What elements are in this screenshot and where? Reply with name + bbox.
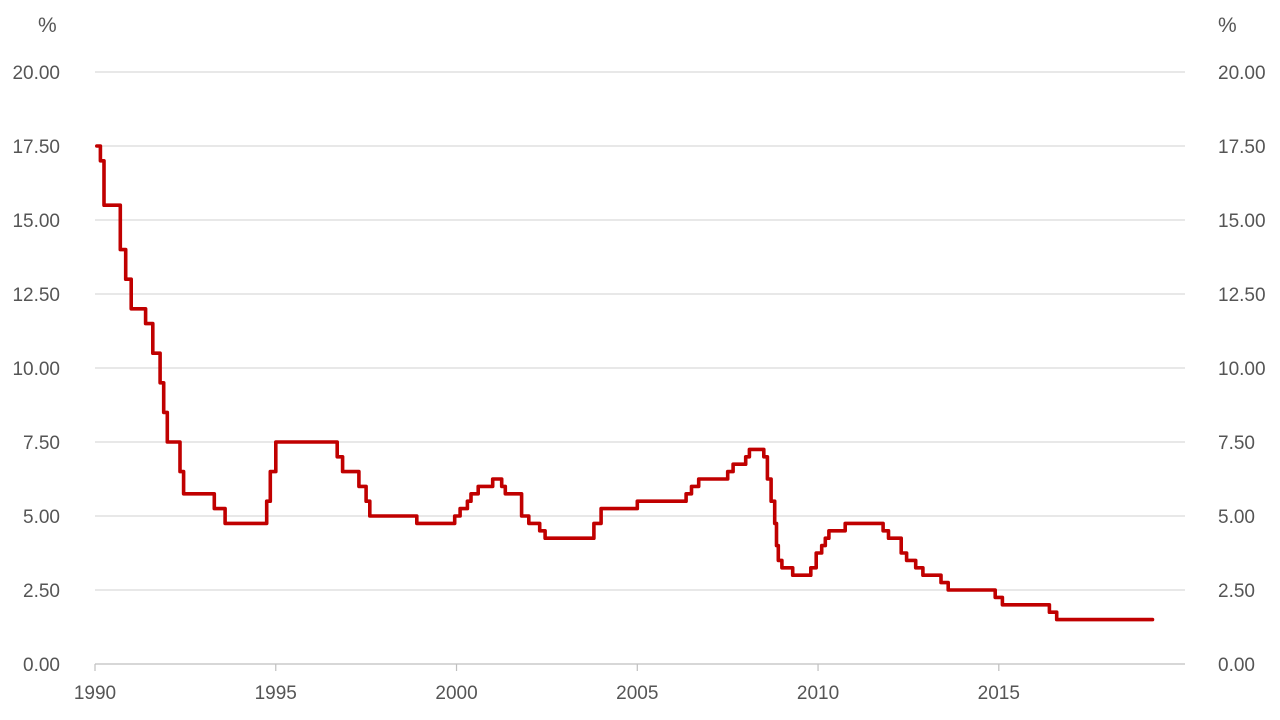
y-axis-right: 0.00 2.50 5.00 7.50 10.00 12.50 15.00 17.50 20.0… <box>1218 63 1266 676</box>
x-tick-label: 2005 <box>616 683 658 704</box>
x-tick-label: 2000 <box>435 683 477 704</box>
gridlines <box>95 71 1185 665</box>
y-tick-label-left: 15.00 <box>12 211 60 232</box>
y-axis-left: 0.00 2.50 5.00 7.50 10.00 12.50 15.00 17.50 20.0… <box>12 63 60 676</box>
y-tick-label-right: 2.50 <box>1218 581 1255 602</box>
y-tick-label-left: 0.00 <box>23 655 60 676</box>
y-tick-label-right: 17.50 <box>1218 137 1266 158</box>
y-tick-label-left: 5.00 <box>23 507 60 528</box>
y-tick-label-left: 10.00 <box>12 359 60 380</box>
y-tick-label-left: 20.00 <box>12 63 60 84</box>
y-tick-label-left: 2.50 <box>23 581 60 602</box>
y-tick-label-right: 12.50 <box>1218 285 1266 306</box>
y-tick-label-right: 10.00 <box>1218 359 1266 380</box>
y-tick-label-right: 5.00 <box>1218 507 1255 528</box>
series-line <box>95 144 1155 622</box>
y-tick-label-right: 15.00 <box>1218 211 1266 232</box>
y-tick-label-right: 20.00 <box>1218 63 1266 84</box>
y-axis-left-unit: % <box>38 14 57 37</box>
y-axis-right-unit: % <box>1218 14 1237 37</box>
x-tick-label: 1990 <box>74 683 116 704</box>
x-tick-label: 2010 <box>797 683 839 704</box>
y-tick-label-left: 12.50 <box>12 285 60 306</box>
y-tick-label-right: 7.50 <box>1218 433 1255 454</box>
x-tick-label: 2015 <box>978 683 1020 704</box>
x-tick-label: 1995 <box>255 683 297 704</box>
y-tick-label-left: 7.50 <box>23 433 60 454</box>
x-axis: 1990 1995 2000 2005 2010 2015 <box>74 664 1020 704</box>
y-tick-label-right: 0.00 <box>1218 655 1255 676</box>
series-layer <box>95 144 1155 622</box>
y-tick-label-left: 17.50 <box>12 137 60 158</box>
